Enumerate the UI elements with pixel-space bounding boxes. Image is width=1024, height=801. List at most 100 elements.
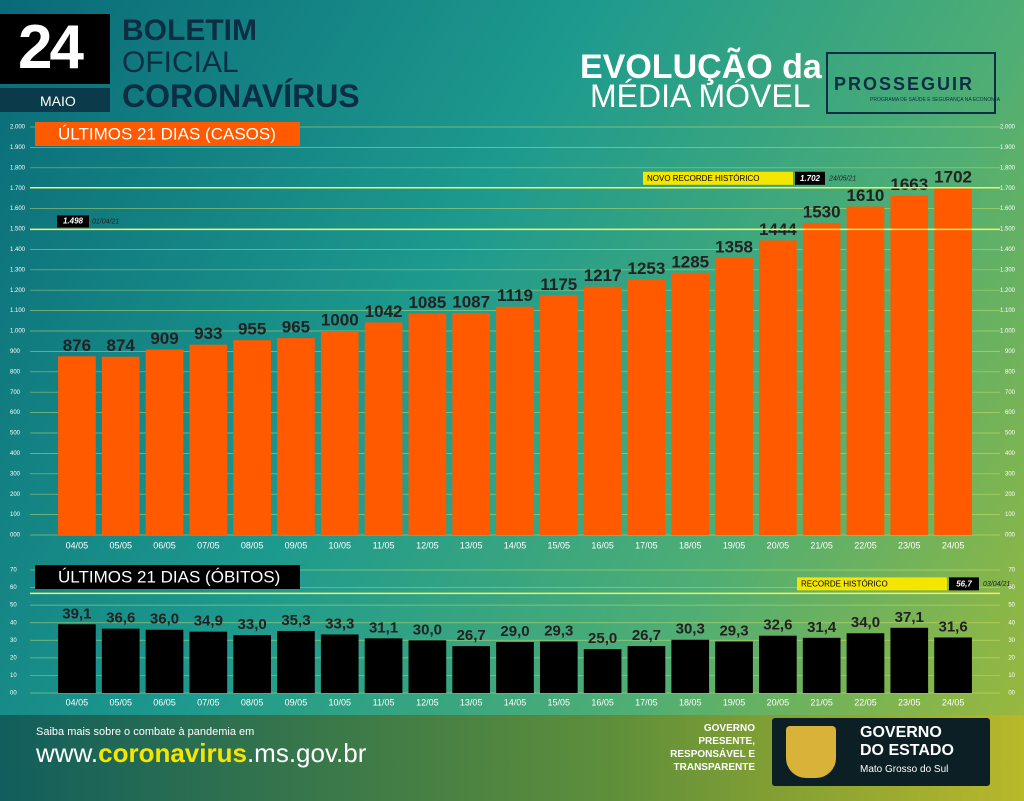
value-label: 1175	[540, 275, 577, 294]
bar	[715, 257, 753, 535]
value-label: 36,0	[150, 611, 179, 628]
x-tick-label: 16/05	[591, 697, 614, 707]
y-tick-label: 70	[1008, 568, 1015, 574]
record-box	[797, 577, 947, 591]
slogan-line: RESPONSÁVEL E	[670, 749, 755, 760]
y-tick-label: 1.900	[1000, 145, 1016, 151]
y-tick-label: 700	[1005, 390, 1016, 396]
x-tick-label: 15/05	[548, 540, 571, 550]
bar	[627, 646, 666, 693]
bar	[277, 338, 315, 535]
bar	[627, 279, 666, 535]
value-label: 33,0	[238, 616, 267, 633]
x-tick-label: 10/05	[328, 540, 351, 550]
y-tick-label: 10	[10, 673, 17, 679]
y-tick-label: 10	[1008, 673, 1015, 679]
y-tick-label: 70	[10, 568, 17, 574]
state: Mato Grosso do Sul	[860, 764, 949, 775]
x-tick-label: 20/05	[767, 697, 790, 707]
value-label: 1000	[321, 310, 359, 329]
y-tick-label: 60	[1008, 585, 1015, 591]
y-tick-label: 800	[10, 369, 21, 375]
record-value-box	[949, 577, 979, 591]
y-tick-label: 50	[1008, 603, 1015, 609]
slogan-line: PRESENTE,	[698, 736, 755, 747]
reference-date: 01/04/21	[92, 218, 119, 225]
y-tick-label: 1.500	[1000, 227, 1016, 233]
x-tick-label: 17/05	[635, 697, 658, 707]
y-tick-label: 1.600	[1000, 206, 1016, 212]
y-tick-label: 1.600	[10, 206, 26, 212]
y-tick-label: 1.800	[10, 165, 26, 171]
y-tick-label: 1.800	[1000, 165, 1016, 171]
y-tick-label: 1.000	[1000, 329, 1016, 335]
slogan-line: GOVERNO	[703, 723, 755, 734]
chart-title: ÚLTIMOS 21 DIAS (ÓBITOS)	[58, 567, 280, 586]
x-tick-label: 07/05	[197, 540, 220, 550]
value-label: 35,3	[281, 612, 310, 629]
bar	[233, 635, 271, 693]
x-tick-label: 21/05	[810, 540, 833, 550]
record-date: 24/05/21	[828, 176, 856, 183]
y-tick-label: 00	[1008, 691, 1015, 697]
y-tick-label: 60	[10, 585, 17, 591]
value-label: 1042	[365, 302, 403, 321]
url-main: coronavirus	[98, 738, 247, 768]
bar	[934, 187, 972, 536]
record-value-box	[795, 171, 825, 185]
y-tick-label: 2.000	[1000, 125, 1016, 131]
y-tick-label: 1.700	[10, 186, 26, 192]
y-tick-label: 40	[1008, 620, 1015, 626]
bar	[539, 641, 578, 693]
slogan: GOVERNO PRESENTE, RESPONSÁVEL E TRANSPARENT…	[640, 722, 755, 774]
y-tick-label: 000	[10, 533, 21, 539]
y-tick-label: 1.500	[10, 227, 26, 233]
slogan-line: TRANSPARENTE	[673, 762, 755, 773]
bar	[408, 313, 447, 535]
header-line: BOLETIM	[122, 14, 257, 47]
value-label: 1285	[671, 252, 709, 271]
value-label: 933	[194, 324, 222, 343]
y-tick-label: 200	[1005, 492, 1016, 498]
y-tick-label: 1.400	[1000, 247, 1016, 253]
bar	[496, 642, 534, 693]
bar	[846, 633, 885, 693]
x-tick-label: 18/05	[679, 697, 702, 707]
bar	[934, 637, 972, 693]
x-tick-label: 08/05	[241, 697, 264, 707]
value-label: 1085	[408, 293, 446, 312]
value-label: 25,0	[588, 630, 617, 647]
y-tick-label: 400	[10, 451, 21, 457]
value-label: 36,6	[106, 610, 135, 627]
bar	[233, 340, 271, 535]
value-label: 30,3	[676, 621, 705, 638]
x-tick-label: 12/05	[416, 697, 439, 707]
bar	[58, 624, 96, 693]
bar	[58, 356, 96, 535]
x-tick-label: 14/05	[504, 697, 527, 707]
header-line: OFICIAL	[122, 46, 239, 79]
value-label: 1217	[584, 266, 622, 285]
x-tick-label: 11/05	[373, 540, 395, 550]
bar	[759, 635, 797, 693]
url-prefix: www.	[36, 738, 99, 768]
bar	[189, 344, 228, 535]
bar	[145, 349, 184, 535]
gov-line: DO ESTADO	[860, 742, 954, 759]
y-tick-label: 100	[1005, 512, 1016, 518]
value-label: 909	[150, 329, 178, 348]
value-label: 32,6	[763, 617, 792, 634]
x-tick-label: 13/05	[460, 697, 483, 707]
y-tick-label: 800	[1005, 369, 1016, 375]
header-line: CORONAVÍRUS	[122, 78, 360, 114]
footer-url: www.coronavirus.ms.gov.br	[36, 738, 366, 769]
bar	[452, 313, 491, 535]
y-tick-label: 1.200	[10, 288, 26, 294]
record-value: 56,7	[956, 579, 972, 588]
x-tick-label: 23/05	[898, 697, 921, 707]
y-tick-label: 500	[10, 431, 21, 437]
x-tick-label: 24/05	[942, 540, 965, 550]
bar	[890, 195, 929, 536]
bar	[452, 646, 491, 693]
footer-note: Saiba mais sobre o combate à pandemia em	[36, 726, 255, 738]
